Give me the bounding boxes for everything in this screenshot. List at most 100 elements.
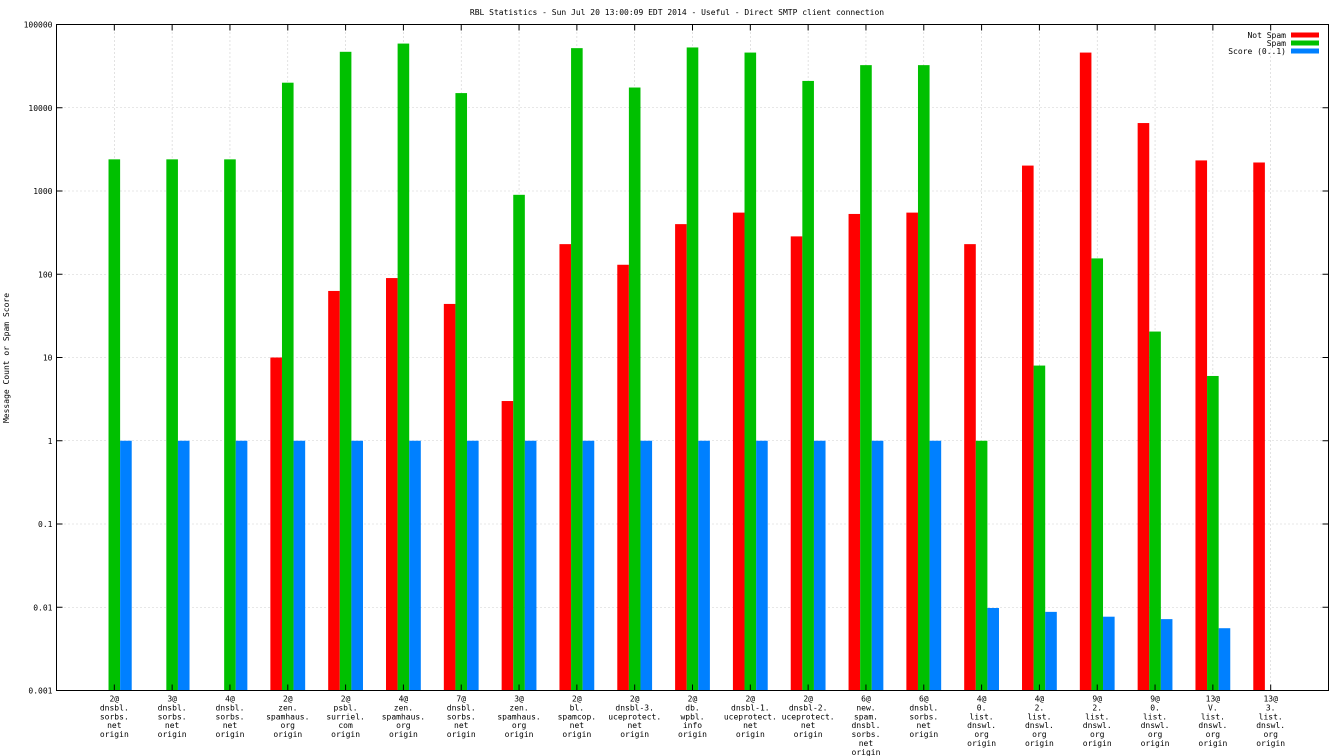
legend-swatch	[1291, 32, 1319, 38]
bar-score-0-1	[871, 440, 884, 691]
bar-not-spam	[328, 290, 340, 691]
x-tick-label: 2@ dnsbl-1. uceprotect. net origin	[724, 695, 777, 740]
x-tick-label: 7@ dnsbl. sorbs. net origin	[447, 695, 476, 740]
bar-spam	[1149, 331, 1161, 691]
bar-score-0-1	[813, 440, 826, 691]
bar-spam	[744, 52, 757, 691]
bar-spam	[455, 93, 468, 691]
bar-not-spam	[559, 244, 572, 691]
x-tick-label: 2@ zen. spamhaus. org origin	[266, 695, 309, 740]
y-tick-label: 1	[48, 437, 53, 446]
bar-spam	[1033, 365, 1046, 691]
bar-spam	[571, 48, 583, 691]
x-axis: 2@ dnsbl. sorbs. net origin 3@ dnsbl. sorbs. net…	[100, 24, 1285, 756]
x-tick-label: 2@ dnsbl. sorbs. net origin	[100, 695, 129, 740]
bar-spam	[166, 159, 178, 691]
x-tick-label: 4@ zen. spamhaus. org origin	[382, 695, 425, 740]
bar-score-0-1	[177, 440, 190, 691]
x-tick-label: 2@ db. wpbl. info origin	[678, 695, 707, 740]
bar-score-0-1	[1103, 616, 1115, 691]
x-tick-label: 3@ zen. spamhaus. org origin	[497, 695, 540, 740]
bar-score-0-1	[756, 440, 768, 691]
bar-score-0-1	[235, 440, 248, 691]
x-tick-label: 9@ 0. list. dnswl. org origin	[1141, 695, 1170, 749]
bar-score-0-1	[120, 440, 132, 691]
x-tick-label: 4@ 2. list. dnswl. org origin	[1025, 695, 1054, 749]
bar-score-0-1	[467, 440, 479, 691]
y-tick-label: 0.01	[33, 603, 52, 612]
legend-label: Score (0..1)	[1228, 47, 1286, 56]
bar-spam	[513, 194, 525, 691]
bar-not-spam	[1022, 165, 1034, 691]
bar-not-spam	[501, 401, 514, 691]
bar-score-0-1	[987, 607, 999, 691]
bar-spam	[802, 80, 814, 691]
y-axis-label: Message Count or Spam Score	[2, 293, 11, 423]
bar-score-0-1	[1218, 628, 1231, 691]
bar-spam	[339, 51, 352, 691]
bar-spam	[281, 82, 294, 691]
bar-spam	[108, 159, 121, 691]
bar-score-0-1	[524, 440, 537, 691]
y-tick-label: 100000	[24, 21, 53, 30]
y-tick-label: 1000	[33, 187, 52, 196]
bar-score-0-1	[582, 440, 595, 691]
x-tick-label: 13@ V. list. dnswl. org origin	[1198, 695, 1227, 749]
bar-not-spam	[1137, 123, 1150, 691]
plot-frame	[56, 24, 1329, 691]
bar-not-spam	[1195, 160, 1208, 691]
bars-group	[108, 43, 1265, 691]
bar-spam	[1207, 375, 1219, 691]
bar-score-0-1	[1045, 611, 1057, 691]
y-tick-label: 10	[43, 354, 53, 363]
bar-not-spam	[732, 212, 745, 691]
legend-label: Spam	[1267, 39, 1286, 48]
bar-not-spam	[848, 213, 861, 691]
bar-not-spam	[790, 236, 803, 691]
bar-spam	[224, 159, 236, 691]
x-tick-label: 6@ new. spam. dnsbl. sorbs. net origin	[852, 695, 881, 756]
bar-spam	[397, 43, 410, 691]
x-tick-label: 6@ dnsbl. sorbs. net origin	[909, 695, 938, 740]
x-tick-label: 2@ bl. spamcop. net origin	[558, 695, 597, 740]
bar-not-spam	[906, 212, 918, 691]
x-tick-label: 4@ dnsbl. sorbs. net origin	[216, 695, 245, 740]
bar-not-spam	[270, 357, 282, 691]
x-tick-label: 4@ 0. list. dnswl. org origin	[967, 695, 996, 749]
bar-not-spam	[1253, 162, 1265, 691]
bar-score-0-1	[698, 440, 710, 691]
bar-score-0-1	[351, 440, 363, 691]
bar-spam	[686, 47, 699, 691]
legend-swatch	[1291, 40, 1319, 46]
bar-spam	[917, 65, 930, 691]
x-tick-label: 13@ 3. list. dnswl. org origin	[1256, 695, 1285, 749]
bar-score-0-1	[409, 440, 421, 691]
y-tick-label: 10000	[28, 104, 52, 113]
x-tick-label: 2@ dnsbl-2. uceprotect. net origin	[782, 695, 835, 740]
bar-score-0-1	[640, 440, 653, 691]
y-tick-label: 0.1	[38, 520, 53, 529]
y-tick-label: 100	[38, 270, 53, 279]
bar-not-spam	[617, 264, 629, 691]
bar-not-spam	[386, 278, 398, 691]
legend-label: Not Spam	[1247, 31, 1286, 40]
x-tick-label: 2@ dnsbl-3. uceprotect. net origin	[608, 695, 661, 740]
bar-score-0-1	[1160, 619, 1173, 691]
bar-spam	[860, 65, 872, 691]
x-tick-label: 2@ psbl. surriel. com origin	[326, 695, 365, 740]
bar-not-spam	[443, 303, 456, 691]
y-tick-label: 0.001	[28, 687, 52, 696]
bar-score-0-1	[929, 440, 942, 691]
bar-spam	[975, 440, 988, 691]
bar-not-spam	[964, 244, 976, 691]
bar-spam	[628, 87, 641, 691]
x-tick-label: 9@ 2. list. dnswl. org origin	[1083, 695, 1112, 749]
bar-not-spam	[675, 224, 687, 691]
y-axis: 0.001 0.01 0.1 1 10 100 1000 10000 100000	[24, 21, 1329, 696]
chart-title: RBL Statistics - Sun Jul 20 13:00:09 EDT…	[470, 8, 884, 17]
x-tick-label: 3@ dnsbl. sorbs. net origin	[158, 695, 187, 740]
bar-not-spam	[1079, 52, 1092, 691]
bar-spam	[1091, 258, 1104, 691]
